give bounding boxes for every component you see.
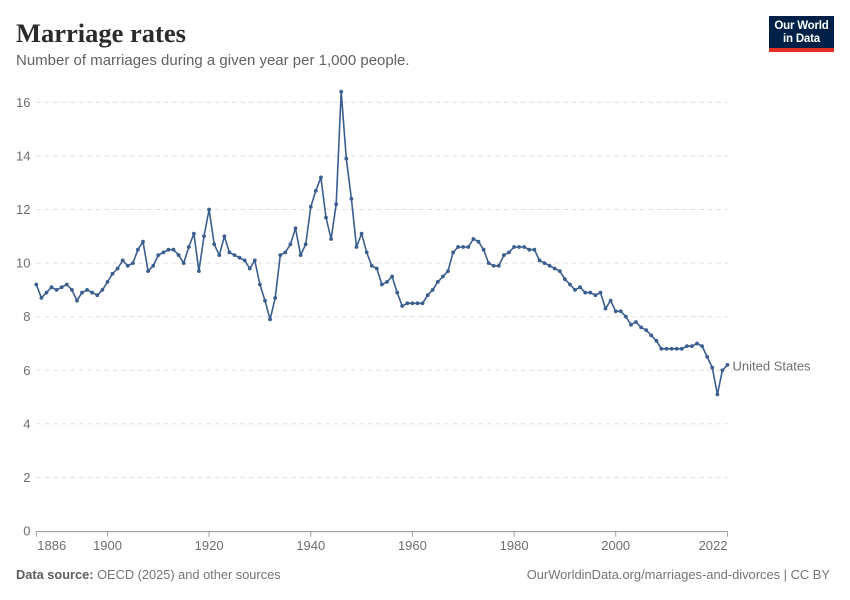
svg-text:12: 12 (16, 202, 30, 217)
svg-text:United States: United States (733, 358, 812, 373)
svg-text:1920: 1920 (195, 538, 224, 553)
svg-text:2: 2 (23, 470, 30, 485)
svg-text:0: 0 (23, 524, 30, 539)
svg-text:16: 16 (16, 95, 30, 110)
svg-text:14: 14 (16, 148, 30, 163)
svg-text:6: 6 (23, 363, 30, 378)
svg-text:10: 10 (16, 256, 30, 271)
svg-text:1980: 1980 (500, 538, 529, 553)
svg-text:4: 4 (23, 416, 30, 431)
svg-text:1940: 1940 (296, 538, 325, 553)
svg-text:2000: 2000 (601, 538, 630, 553)
svg-text:1960: 1960 (398, 538, 427, 553)
svg-text:1886: 1886 (37, 538, 66, 553)
svg-text:1900: 1900 (93, 538, 122, 553)
svg-text:8: 8 (23, 309, 30, 324)
svg-text:2022: 2022 (699, 538, 728, 553)
